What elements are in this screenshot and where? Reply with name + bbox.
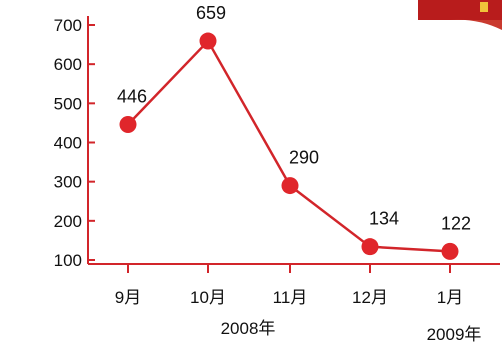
y-tick-label: 100: [54, 251, 82, 270]
y-tick-label: 500: [54, 94, 82, 113]
year-label: 2008年: [221, 319, 276, 338]
y-tick-label: 200: [54, 212, 82, 231]
x-tick-label: 10月: [190, 288, 226, 307]
series-line: [119, 32, 459, 260]
data-point-marker: [361, 238, 379, 256]
x-axis-ticks: 9月 10月 11月 12月 1月: [115, 264, 463, 307]
data-label: 134: [369, 209, 399, 229]
corner-banner-decoration: [418, 0, 502, 30]
x-tick-label: 11月: [273, 288, 308, 307]
y-tick-label: 600: [54, 55, 82, 74]
data-label: 290: [289, 148, 319, 168]
y-tick-label: 300: [54, 173, 82, 192]
data-point-marker: [281, 177, 299, 195]
year-label: 2009年: [427, 325, 482, 344]
x-tick-label: 9月: [115, 288, 141, 307]
y-tick-label: 400: [54, 134, 82, 153]
y-tick-label: 700: [54, 16, 82, 35]
data-label: 446: [117, 86, 147, 106]
data-label: 122: [441, 213, 471, 233]
series-polyline: [127, 39, 451, 253]
data-point-marker: [119, 115, 137, 133]
data-point-marker: [441, 242, 459, 260]
data-label: 659: [196, 3, 226, 23]
year-labels: 2008年 2009年: [221, 319, 482, 344]
chart-axes: [87, 16, 500, 265]
data-labels: 446 659 290 134 122: [117, 3, 471, 233]
data-point-marker: [199, 32, 217, 50]
x-tick-label: 1月: [437, 288, 463, 307]
y-axis-ticks: 100 200 300 400 500 600 700: [54, 16, 95, 270]
x-tick-label: 12月: [352, 288, 388, 307]
